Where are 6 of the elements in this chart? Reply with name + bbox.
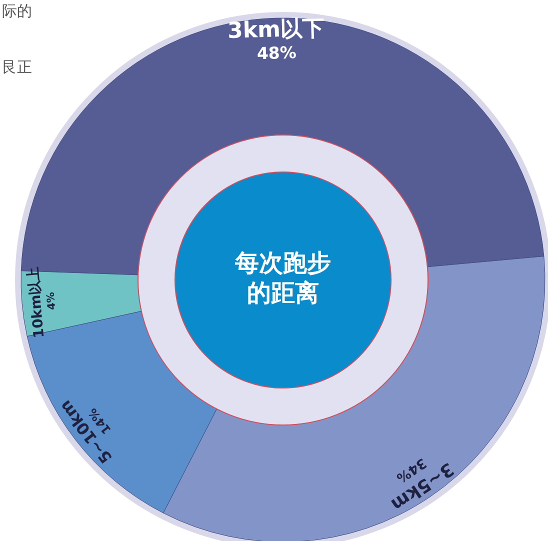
slice-label: 3km以下	[227, 16, 325, 44]
data-label: 48%	[256, 43, 298, 64]
text: 艮正	[2, 58, 32, 77]
text: 每次跑步的距离	[234, 248, 332, 308]
data-label: 4%	[44, 291, 58, 310]
text: 际的	[2, 2, 32, 21]
